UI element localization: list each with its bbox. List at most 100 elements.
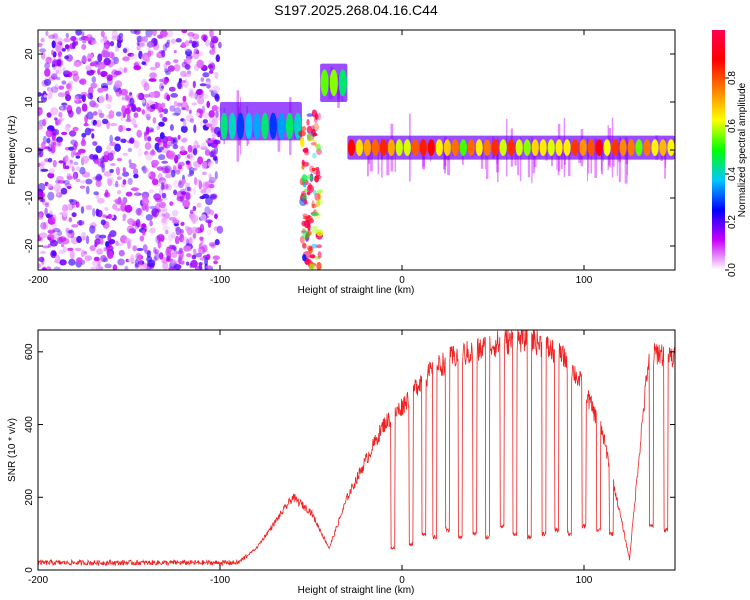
spectral-blob (179, 188, 188, 195)
spectral-blob (68, 258, 76, 266)
spectral-blob (138, 92, 145, 101)
spectral-blob (153, 38, 158, 45)
spectral-blob (172, 138, 177, 143)
spectral-core (651, 139, 659, 157)
spectral-blob (139, 266, 146, 270)
spectral-blob (212, 37, 218, 44)
spectral-blob (213, 139, 221, 145)
spectral-blob (47, 191, 55, 201)
spectral-blob (177, 164, 183, 170)
spectral-blob (306, 191, 311, 196)
spectral-blob (38, 125, 43, 130)
spectral-blob (46, 55, 51, 63)
spectral-blob (72, 172, 77, 180)
spectral-blob (94, 175, 99, 182)
spectral-blob (118, 32, 124, 39)
spectral-core (515, 139, 523, 157)
spectral-blob (106, 103, 112, 110)
spectral-blob (159, 132, 165, 140)
spectral-blob (158, 154, 166, 161)
spectral-blob (307, 133, 313, 143)
spectral-blob (61, 80, 67, 85)
spectral-blob (168, 244, 175, 250)
spectral-blob (85, 204, 93, 211)
spectral-blob (98, 95, 105, 104)
spectral-blob (188, 87, 195, 94)
spectral-blob (89, 245, 96, 252)
spectral-blob (311, 225, 319, 234)
spectral-blob (168, 150, 176, 160)
spectral-blob (122, 152, 129, 156)
spectral-blob (58, 50, 62, 58)
spectral-blob (181, 30, 188, 34)
spectral-blob (317, 251, 322, 259)
spectral-blob (68, 146, 74, 151)
spectral-blob (40, 51, 46, 60)
spectral-blob (127, 257, 136, 263)
spectral-blob (127, 147, 133, 153)
spectral-blob (154, 61, 161, 69)
spectral-blob (191, 102, 197, 106)
spectral-blob (115, 166, 121, 176)
spectral-blob (193, 124, 197, 134)
spectral-blob (139, 235, 145, 242)
spectral-blob (83, 122, 89, 127)
spectral-blob (39, 48, 47, 53)
spectral-blob (169, 124, 174, 131)
spectral-blob (72, 126, 79, 132)
spectral-core (371, 139, 379, 157)
spectral-blob (184, 48, 192, 52)
spectral-blob (49, 240, 58, 247)
spectral-core (379, 139, 387, 157)
spectral-blob (67, 230, 73, 234)
spectral-core (563, 139, 571, 157)
spectral-blob (208, 110, 215, 118)
spectral-blob (128, 159, 132, 165)
spectral-blob (124, 238, 132, 244)
spectral-blob (199, 195, 206, 200)
spectral-core (395, 139, 403, 157)
spectral-core (539, 139, 547, 157)
spectral-blob (197, 88, 204, 98)
spectral-feature (347, 113, 675, 184)
spectral-blob (182, 118, 187, 127)
spectral-blob (302, 230, 310, 240)
spectral-blob (186, 226, 193, 236)
spectral-blob (214, 156, 219, 164)
spectral-blob (125, 127, 132, 132)
spectral-blob (309, 165, 315, 173)
spectral-blob (76, 220, 85, 226)
spectral-blob (156, 201, 161, 206)
spectral-blob (190, 259, 198, 268)
spectral-blob (198, 180, 203, 190)
spectral-blob (175, 169, 181, 175)
spectral-blob (81, 31, 85, 37)
spectral-blob (148, 91, 155, 98)
spectral-blob (97, 53, 103, 62)
spectral-core (387, 139, 395, 157)
spectral-blob (212, 85, 220, 94)
spectral-core (635, 139, 643, 157)
spectral-blob (176, 81, 184, 90)
spectral-blob (173, 189, 178, 196)
spectral-blob (69, 250, 75, 260)
spectral-blob (303, 219, 310, 229)
snr-frame (37, 329, 676, 571)
snr-x-axis: -200 -100 0 100 (28, 330, 593, 586)
spectral-blob (169, 201, 174, 206)
spectral-blob (136, 247, 144, 252)
spectral-blob (137, 258, 143, 268)
spectral-blob (184, 63, 191, 70)
spectral-blob (306, 134, 311, 141)
spectral-blob (156, 234, 165, 242)
spectral-blob (88, 53, 94, 60)
spectral-blob (151, 30, 157, 37)
spectral-core (659, 139, 667, 157)
spectral-blob (122, 196, 128, 204)
spectral-blob (144, 56, 150, 62)
spectral-blob (54, 117, 58, 121)
spectral-blob (64, 155, 69, 162)
spectral-blob (309, 175, 315, 182)
spectral-blob (109, 122, 118, 127)
